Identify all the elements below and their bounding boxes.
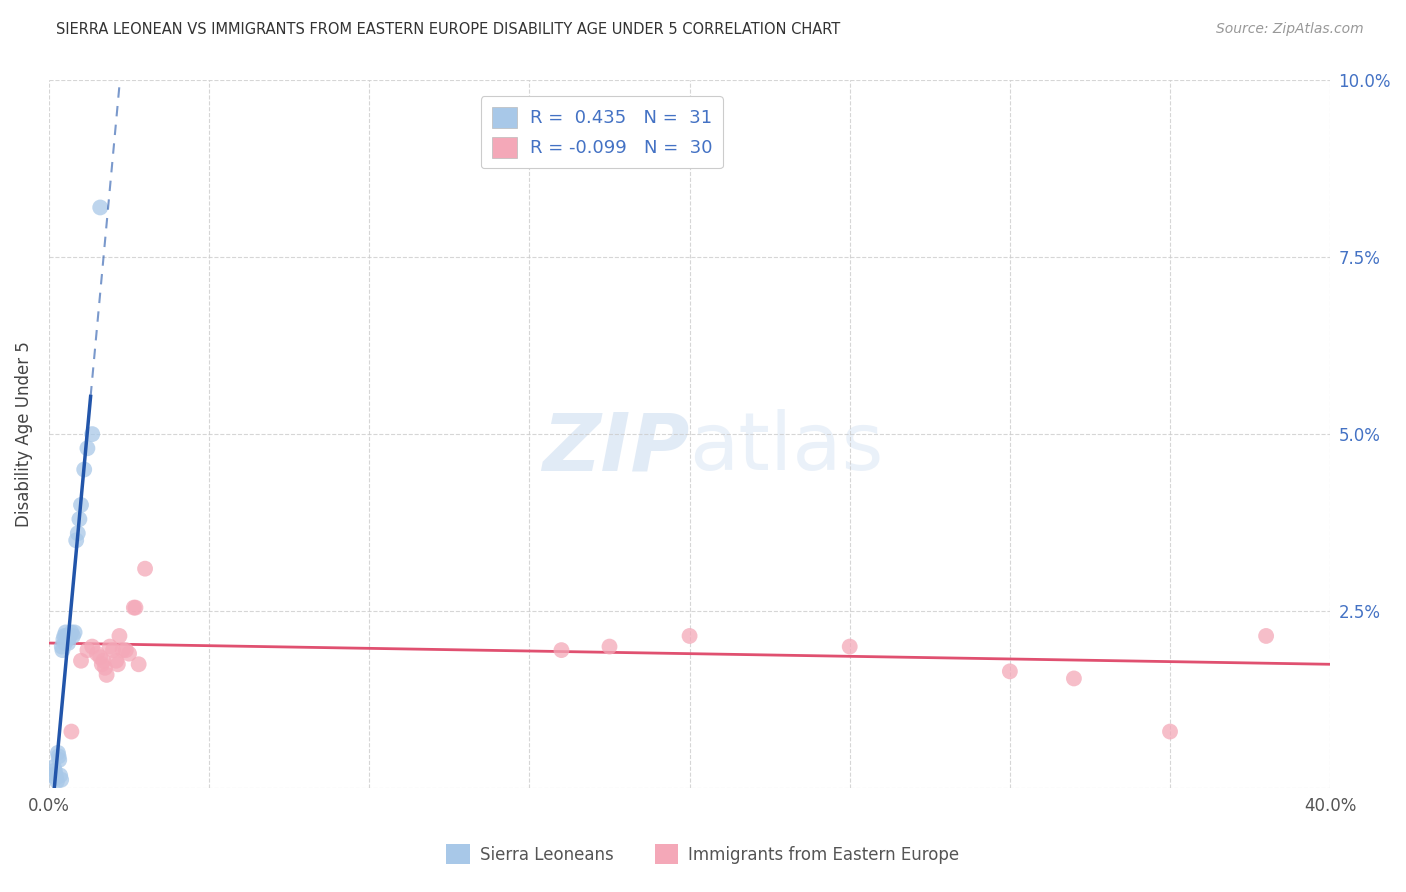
Point — [56, 632, 79, 647]
Point — [90, 657, 112, 672]
Point — [44, 764, 66, 778]
Point — [108, 629, 131, 643]
Point — [45, 771, 67, 785]
Point — [53, 629, 76, 643]
Point — [107, 657, 129, 672]
Point — [73, 462, 96, 476]
Point — [60, 724, 83, 739]
Point — [49, 772, 72, 787]
Legend: R =  0.435   N =  31, R = -0.099   N =  30: R = 0.435 N = 31, R = -0.099 N = 30 — [481, 96, 723, 169]
Point — [89, 650, 111, 665]
Point — [62, 629, 84, 643]
Point — [48, 753, 70, 767]
Point — [1256, 629, 1278, 643]
Point — [60, 625, 83, 640]
Point — [46, 774, 69, 789]
Point — [1159, 724, 1181, 739]
Point — [111, 643, 134, 657]
Point — [838, 640, 860, 654]
Text: atlas: atlas — [689, 409, 884, 487]
Point — [598, 640, 620, 654]
Point — [56, 636, 79, 650]
Point — [51, 643, 73, 657]
Point — [44, 767, 66, 781]
Point — [550, 643, 572, 657]
Point — [49, 768, 72, 782]
Point — [70, 498, 93, 512]
Point — [1063, 672, 1085, 686]
Point — [128, 657, 150, 672]
Text: SIERRA LEONEAN VS IMMIGRANTS FROM EASTERN EUROPE DISABILITY AGE UNDER 5 CORRELAT: SIERRA LEONEAN VS IMMIGRANTS FROM EASTER… — [56, 22, 841, 37]
Text: Source: ZipAtlas.com: Source: ZipAtlas.com — [1216, 22, 1364, 37]
Point — [65, 533, 87, 548]
Point — [89, 201, 111, 215]
Point — [66, 526, 89, 541]
Point — [98, 640, 121, 654]
Point — [118, 647, 141, 661]
Point — [86, 647, 108, 661]
Text: ZIP: ZIP — [543, 409, 689, 487]
Point — [998, 665, 1021, 679]
Point — [70, 654, 93, 668]
Point — [55, 625, 77, 640]
Point — [101, 643, 124, 657]
Legend: Sierra Leoneans, Immigrants from Eastern Europe: Sierra Leoneans, Immigrants from Eastern… — [440, 838, 966, 871]
Point — [82, 640, 104, 654]
Point — [51, 640, 73, 654]
Point — [82, 427, 104, 442]
Point — [48, 749, 70, 764]
Point — [93, 654, 115, 668]
Point — [115, 643, 138, 657]
Point — [105, 654, 128, 668]
Point — [52, 632, 75, 647]
Point — [76, 442, 98, 456]
Point — [96, 668, 118, 682]
Point — [94, 661, 117, 675]
Point — [67, 512, 90, 526]
Point — [122, 600, 145, 615]
Point — [55, 629, 77, 643]
Point — [134, 562, 156, 576]
Point — [59, 629, 82, 643]
Point — [42, 760, 65, 774]
Point — [76, 643, 98, 657]
Point — [124, 600, 146, 615]
Point — [63, 625, 86, 640]
Y-axis label: Disability Age Under 5: Disability Age Under 5 — [15, 341, 32, 527]
Point — [53, 636, 76, 650]
Point — [46, 746, 69, 760]
Point — [678, 629, 700, 643]
